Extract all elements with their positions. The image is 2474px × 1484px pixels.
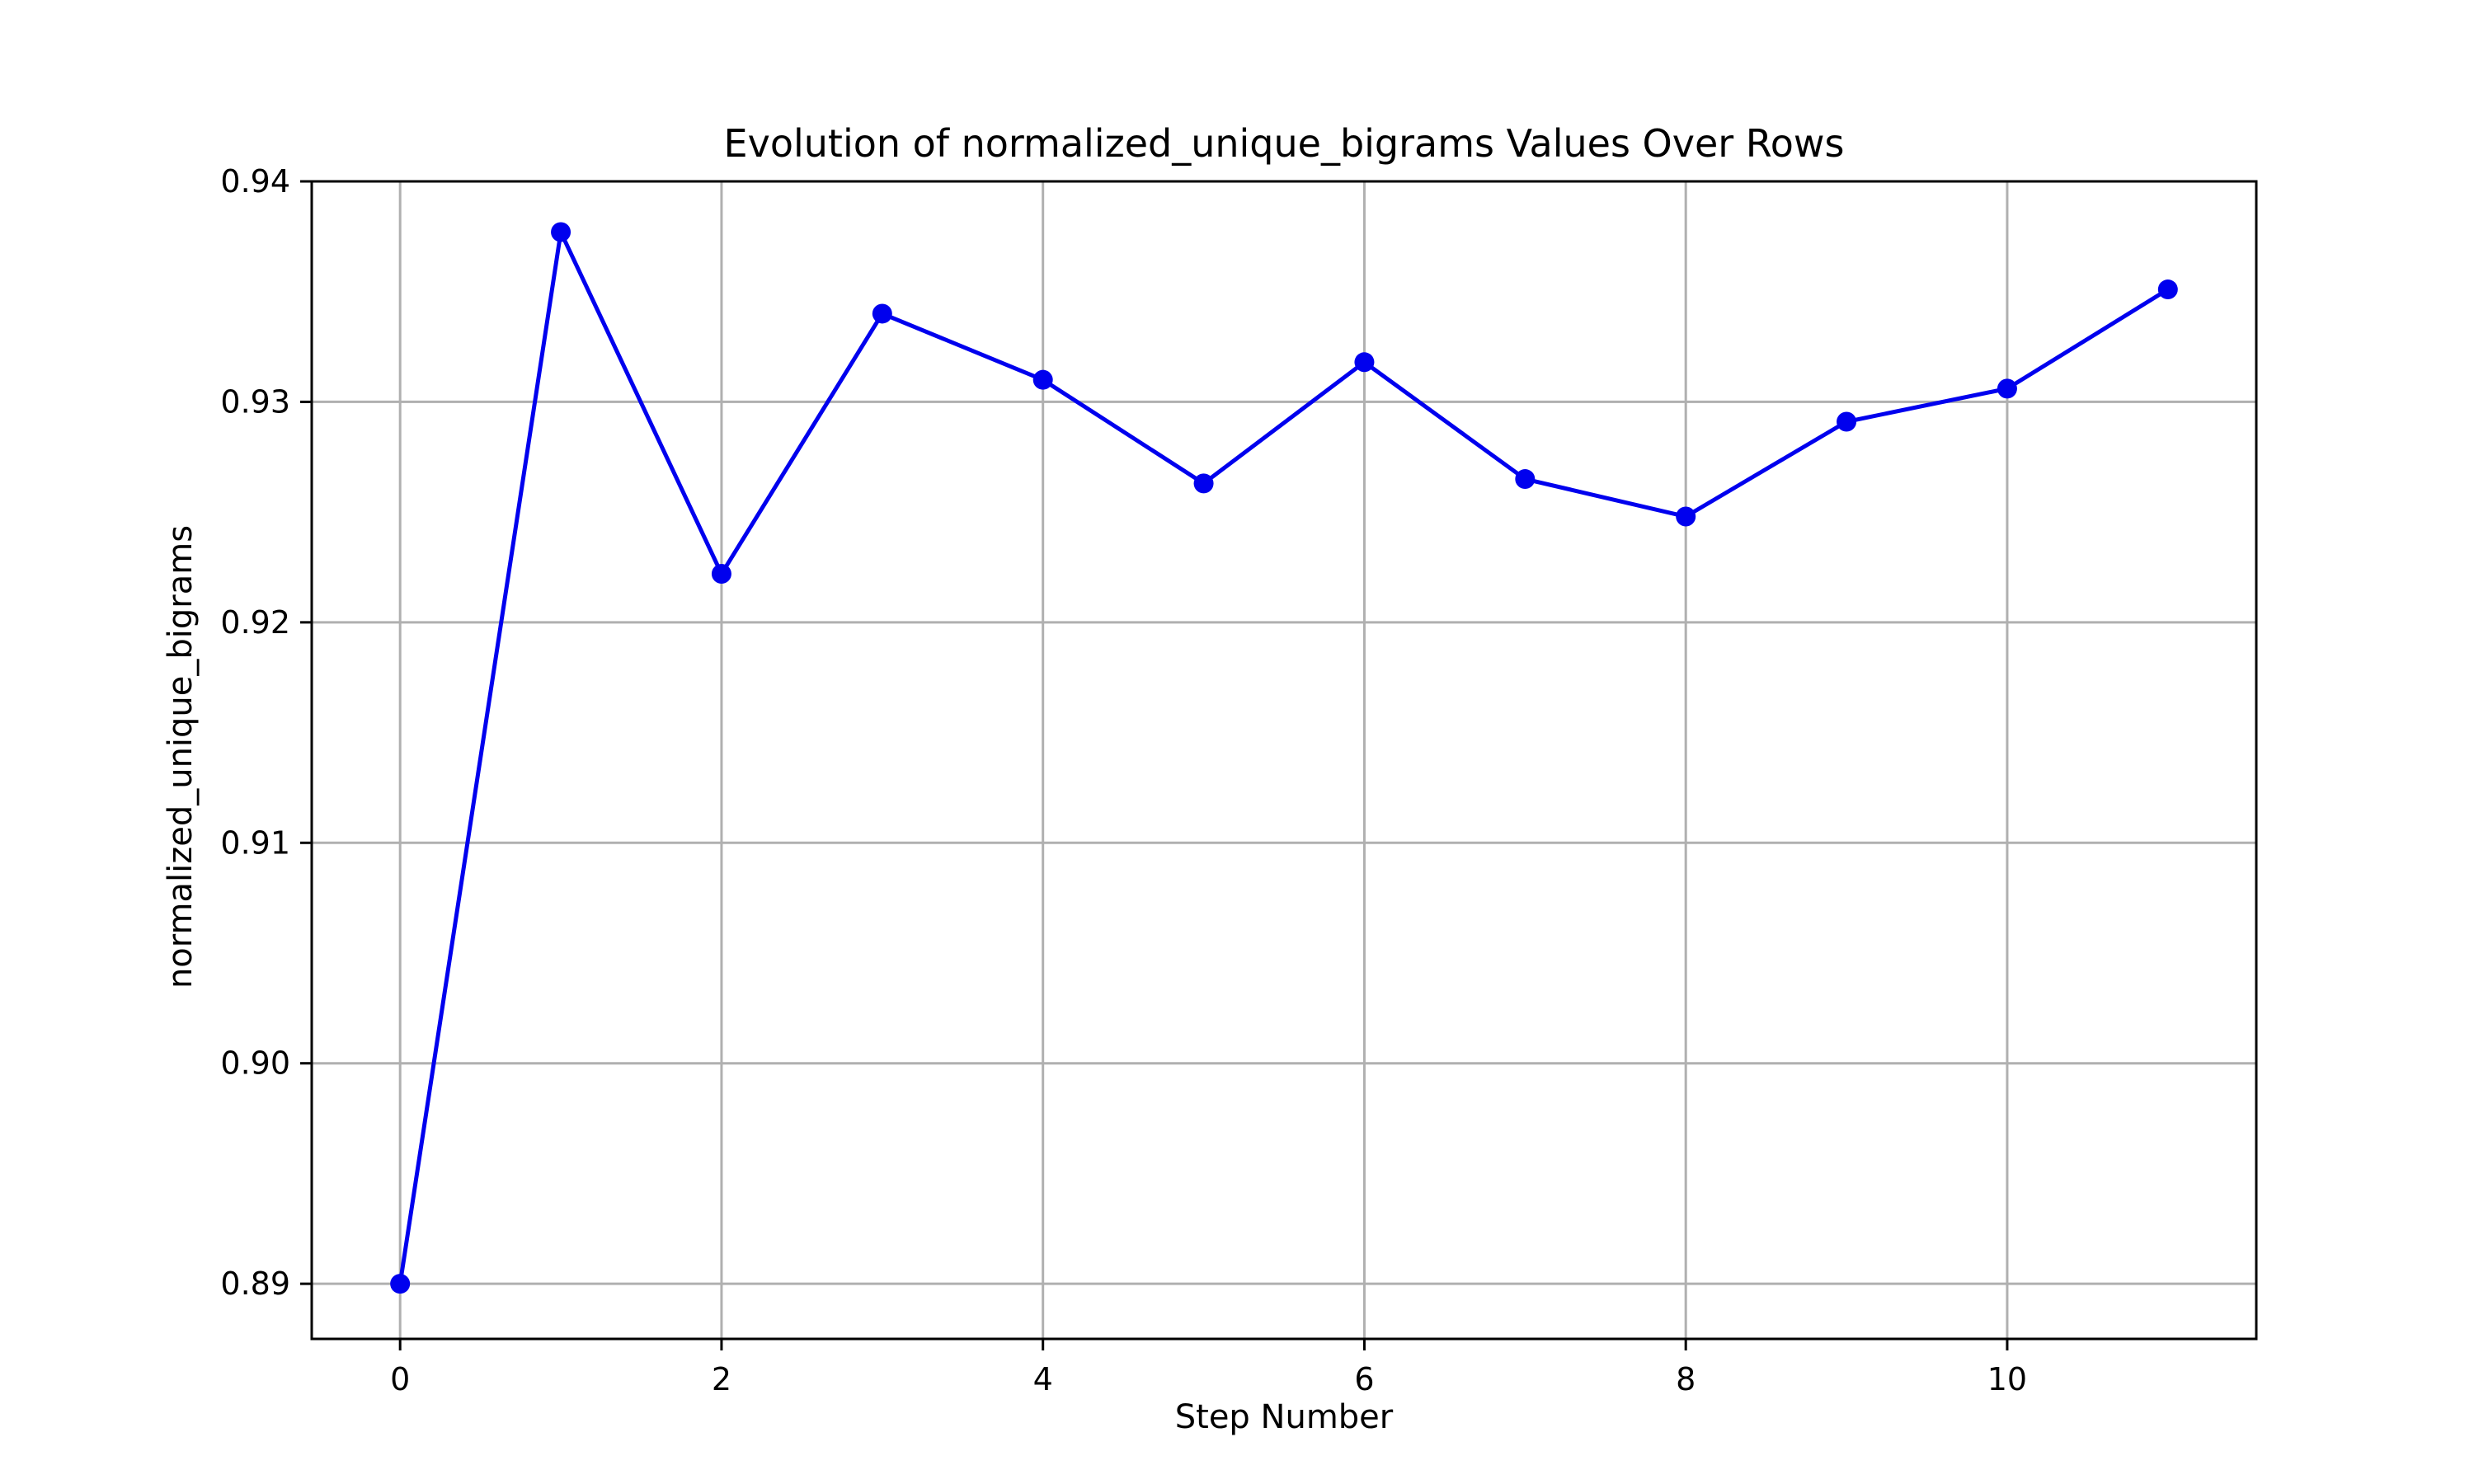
data-point	[551, 222, 571, 242]
x-tick-label: 8	[1676, 1361, 1696, 1397]
data-point	[1032, 369, 1053, 390]
x-tick-label: 0	[390, 1361, 410, 1397]
y-tick-label: 0.93	[220, 383, 290, 420]
data-point	[1354, 352, 1375, 373]
plot-area-frame	[310, 180, 2258, 1341]
data-point	[872, 303, 892, 324]
x-axis-ticks: 0 2 4 6 8 10	[390, 1339, 2027, 1397]
data-point	[1676, 506, 1696, 527]
data-point	[1997, 378, 2017, 399]
y-tick-label: 0.90	[220, 1045, 290, 1082]
x-axis-label: Step Number	[1175, 1398, 1394, 1436]
x-tick-label: 6	[1354, 1361, 1374, 1397]
data-series	[390, 222, 2178, 1294]
y-tick-label: 0.92	[220, 604, 290, 641]
chart-title: Evolution of normalized_unique_bigrams V…	[724, 121, 1845, 166]
x-tick-label: 10	[1987, 1361, 2027, 1397]
data-point	[1193, 473, 1214, 494]
data-point	[2157, 279, 2178, 300]
data-point	[390, 1274, 411, 1294]
series-line	[397, 230, 2171, 1286]
x-tick-label: 4	[1033, 1361, 1053, 1397]
data-point	[1837, 411, 1857, 432]
x-tick-label: 2	[712, 1361, 731, 1397]
y-tick-label: 0.94	[220, 163, 290, 200]
data-point	[711, 564, 731, 585]
y-tick-label: 0.89	[220, 1266, 290, 1302]
y-axis-ticks: 0.89 0.90 0.91 0.92 0.93 0.94	[220, 163, 312, 1302]
data-point	[1515, 469, 1536, 490]
y-tick-label: 0.91	[220, 824, 290, 861]
y-axis-label: normalized_unique_bigrams	[162, 525, 200, 989]
